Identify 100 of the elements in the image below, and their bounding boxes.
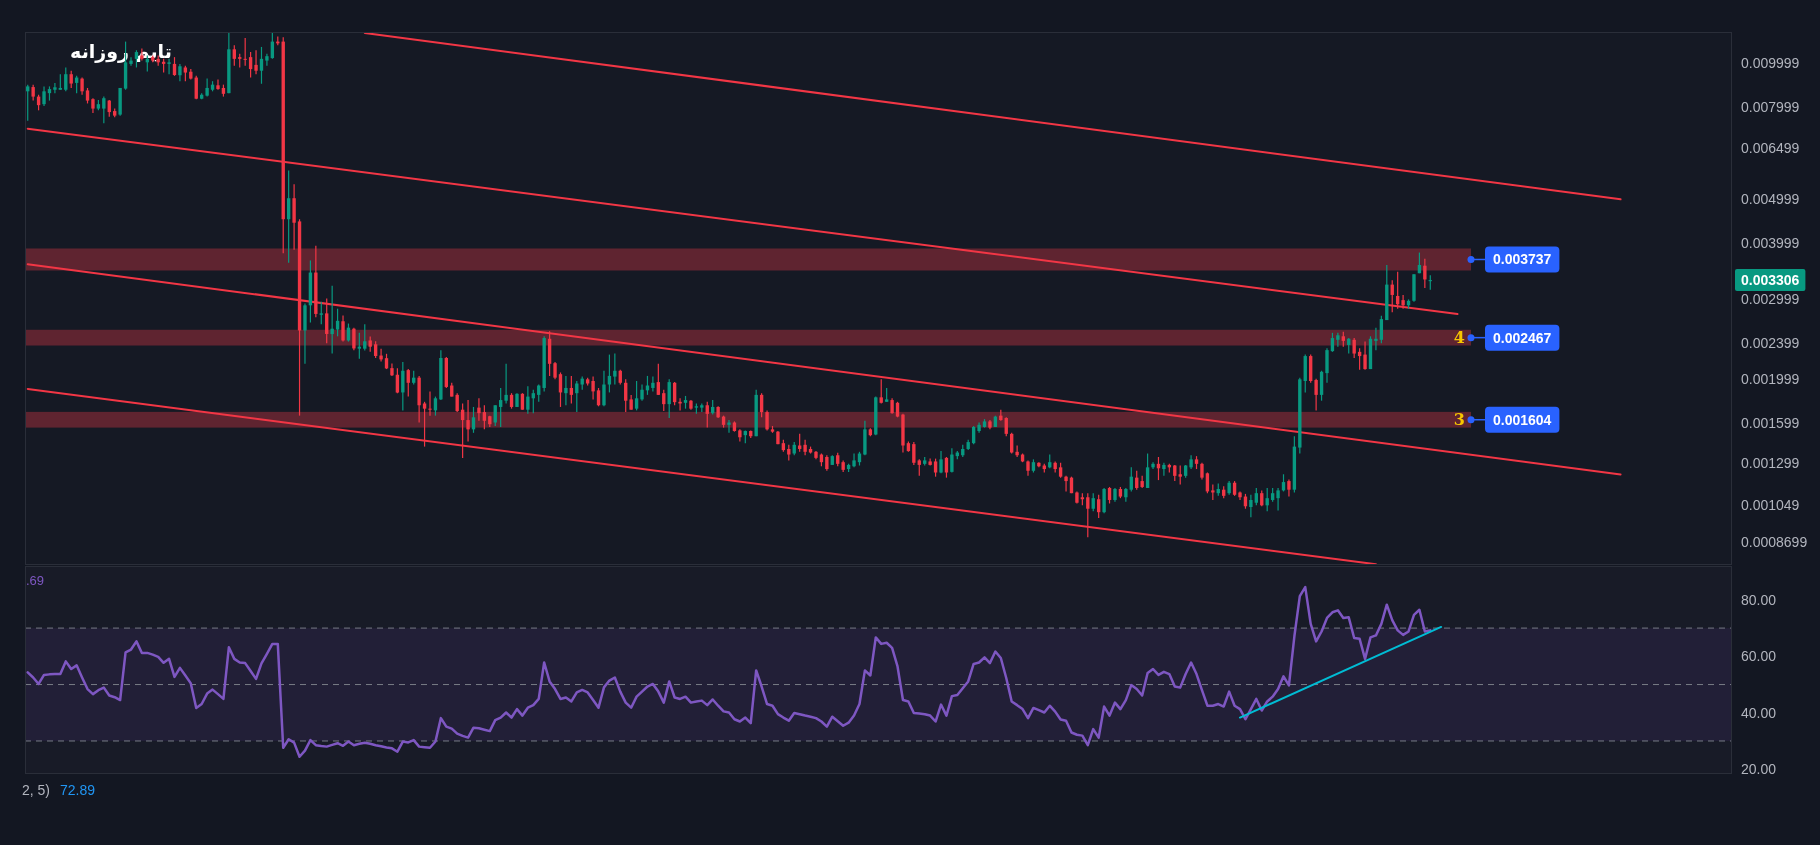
candlestick	[265, 53, 269, 67]
candlestick	[1336, 332, 1340, 348]
candlestick	[205, 78, 209, 98]
y-tick-label: 40.00	[1741, 704, 1777, 721]
candlestick	[1325, 347, 1329, 384]
candlestick	[1314, 378, 1318, 411]
candlestick	[727, 419, 731, 434]
candlestick	[1064, 475, 1068, 493]
candlestick	[254, 49, 258, 75]
y-tick-label: 0.004999	[1741, 191, 1800, 208]
candlestick	[705, 401, 709, 429]
candlestick	[140, 47, 144, 62]
y-tick-label: 0.001599	[1741, 414, 1800, 431]
candlestick	[102, 96, 106, 124]
candlestick	[1151, 461, 1155, 470]
candlestick	[216, 78, 220, 91]
y-tick-label: 20.00	[1741, 761, 1777, 778]
y-tick-label: 0.006499	[1741, 139, 1800, 156]
candlestick	[591, 375, 595, 400]
candlestick	[504, 363, 508, 405]
candlestick	[325, 297, 329, 344]
annotation: 3	[1453, 410, 1465, 430]
candlestick	[42, 85, 46, 107]
y-tick-label: 60.00	[1741, 648, 1777, 665]
candlestick	[1010, 432, 1014, 455]
candlestick	[493, 404, 497, 427]
y-tick-label: 0.007999	[1741, 98, 1800, 115]
text: 2, 5)	[22, 782, 51, 798]
y-tick-label: 0.009999	[1741, 55, 1800, 72]
candlestick	[656, 363, 661, 396]
candlestick	[564, 375, 568, 406]
candlestick	[1374, 327, 1378, 351]
candlestick	[1363, 340, 1367, 371]
band-label: 0.002467	[1493, 329, 1552, 346]
candlestick	[569, 375, 574, 405]
text: تایم روزانه	[70, 40, 172, 63]
candlestick	[406, 368, 410, 398]
annotation: .69	[26, 572, 45, 588]
candlestick	[466, 399, 470, 443]
candlestick	[395, 367, 400, 394]
candlestick	[624, 378, 628, 413]
candlestick	[341, 314, 345, 343]
text: 0.003306	[1741, 272, 1800, 289]
candlestick	[477, 397, 481, 422]
candlestick	[1379, 315, 1384, 344]
candlestick	[129, 56, 133, 67]
candlestick	[1102, 487, 1106, 514]
candlestick	[933, 458, 938, 478]
candlestick	[1086, 492, 1090, 538]
candlestick	[1162, 462, 1166, 477]
candlestick	[765, 409, 769, 431]
y-tick-label: 0.001299	[1741, 455, 1800, 472]
candlestick	[482, 404, 487, 430]
y-tick-label: 0.0008699	[1741, 533, 1808, 550]
candlestick	[1249, 494, 1253, 518]
candlestick	[1015, 444, 1019, 458]
candlestick	[607, 353, 612, 394]
candlestick	[330, 285, 334, 355]
candlestick	[613, 352, 617, 386]
candlestick	[526, 385, 530, 415]
candlestick	[1145, 452, 1150, 489]
candlestick	[401, 361, 405, 411]
candlestick	[498, 387, 503, 428]
candlestick	[634, 380, 639, 411]
band-label: 0.003737	[1493, 251, 1552, 268]
candlestick	[1401, 294, 1405, 310]
candlestick	[1004, 416, 1008, 437]
candlestick	[944, 456, 949, 479]
candlestick	[596, 387, 601, 407]
candlestick	[53, 82, 57, 94]
candlestick	[575, 380, 579, 413]
annotation: 4	[1453, 328, 1465, 348]
candlestick	[1423, 258, 1427, 289]
candlestick	[950, 447, 954, 474]
candlestick	[319, 301, 323, 325]
candlestick	[422, 401, 427, 448]
y-tick-label: 80.00	[1741, 591, 1777, 608]
candlestick	[1352, 337, 1356, 359]
y-tick-label: 0.002999	[1741, 291, 1800, 308]
candlestick	[602, 370, 606, 407]
candlestick	[232, 44, 236, 67]
candlestick	[352, 327, 356, 351]
candlestick	[243, 37, 247, 67]
candlestick	[428, 390, 432, 417]
candlestick	[64, 66, 68, 92]
candlestick	[1276, 487, 1280, 512]
band-label: 0.001604	[1493, 411, 1552, 428]
candlestick	[1178, 464, 1182, 486]
text: 72.89	[60, 782, 96, 798]
candlestick	[879, 378, 883, 405]
y-tick-label: 0.003999	[1741, 234, 1800, 251]
y-tick-label: 0.002399	[1741, 334, 1800, 351]
candlestick	[912, 441, 916, 466]
candlestick	[259, 46, 264, 85]
y-tick-label: 0.001999	[1741, 370, 1800, 387]
candlestick	[363, 323, 367, 351]
candlestick	[651, 375, 655, 392]
y-tick-label: 0.001049	[1741, 497, 1800, 514]
candlestick	[379, 348, 383, 363]
candlestick	[248, 51, 253, 79]
